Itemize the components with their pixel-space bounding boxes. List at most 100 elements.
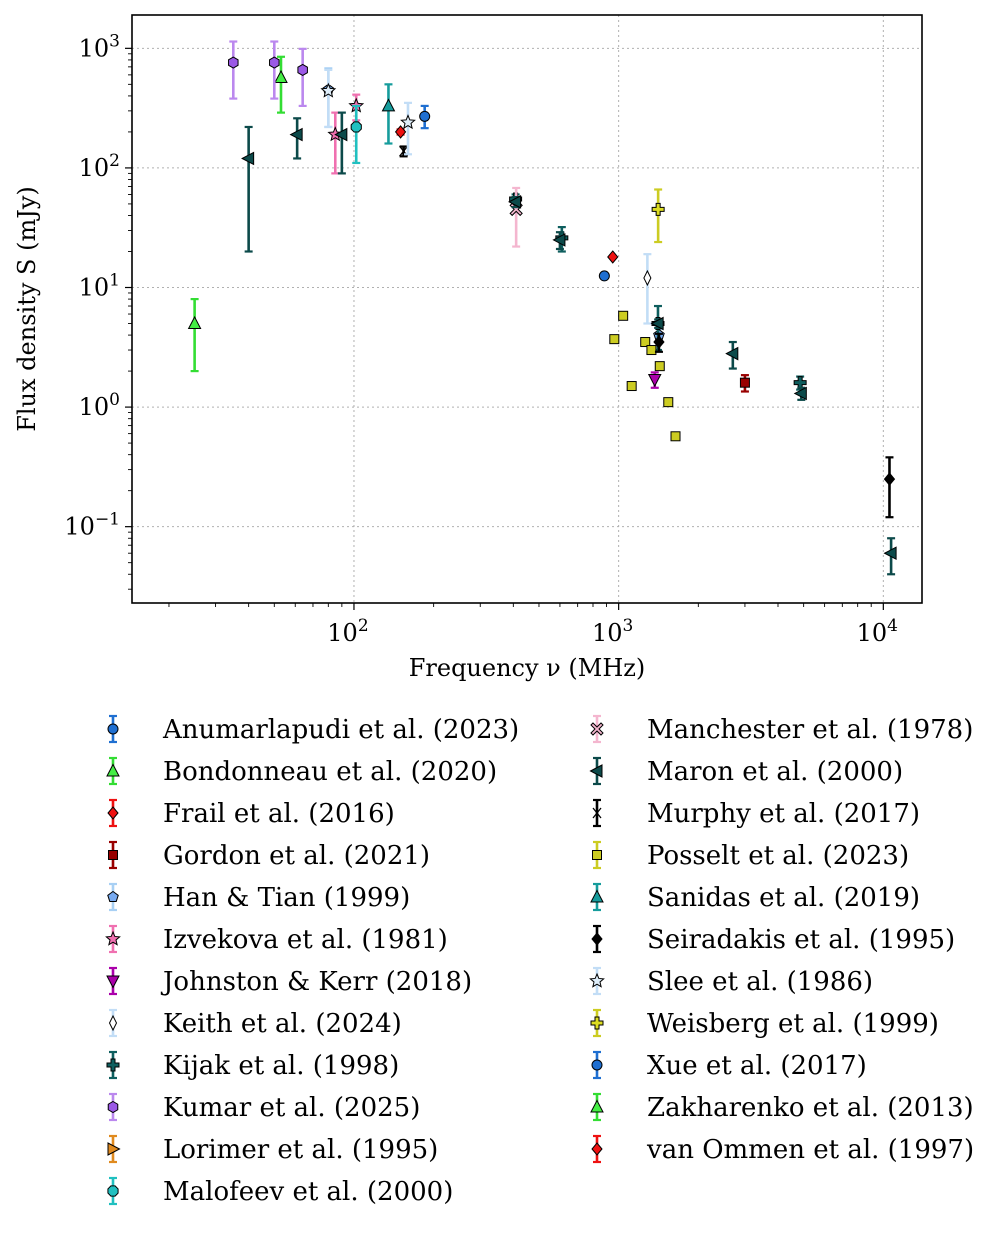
series-4 xyxy=(323,68,664,342)
legend-item: Malofeev et al. (2000) xyxy=(108,1177,453,1207)
y-tick-label: 100 xyxy=(79,390,120,421)
series-0 xyxy=(420,106,430,128)
legend-marker xyxy=(592,1060,602,1070)
marker-shape xyxy=(351,122,361,132)
series-9 xyxy=(229,42,308,106)
series-6 xyxy=(649,372,661,387)
data-point xyxy=(740,378,749,387)
plot-area xyxy=(189,42,896,575)
legend-label: Zakharenko et al. (2013) xyxy=(647,1093,974,1123)
marker-shape xyxy=(382,99,394,111)
legend-item: Manchester et al. (1978) xyxy=(591,715,973,745)
plot-frame xyxy=(132,15,922,603)
marker-shape xyxy=(644,271,651,285)
legend-item: Xue et al. (2017) xyxy=(592,1051,867,1081)
legend-label: Izvekova et al. (1981) xyxy=(163,925,448,955)
legend: Anumarlapudi et al. (2023) Bondonneau et … xyxy=(106,715,974,1207)
data-point xyxy=(270,57,280,68)
marker-shape xyxy=(107,765,119,777)
legend-label: Sanidas et al. (2019) xyxy=(647,883,920,913)
marker-shape xyxy=(108,1186,118,1196)
data-point xyxy=(644,271,651,285)
x-axis-label: Frequency ν (MHz) xyxy=(409,654,646,682)
legend-item: Weisberg et al. (1999) xyxy=(591,1009,939,1039)
data-point xyxy=(671,432,680,441)
marker-shape xyxy=(671,432,680,441)
marker-shape xyxy=(740,378,749,387)
marker-shape xyxy=(189,317,201,329)
marker-shape xyxy=(298,64,308,75)
legend-item: Izvekova et al. (1981) xyxy=(106,925,447,955)
marker-shape xyxy=(108,807,118,819)
legend-label: van Ommen et al. (1997) xyxy=(646,1135,974,1165)
legend-label: Xue et al. (2017) xyxy=(647,1051,867,1081)
legend-marker xyxy=(591,1101,603,1113)
legend-marker xyxy=(107,1059,119,1071)
marker-shape xyxy=(420,111,430,121)
legend-item: Murphy et al. (2017) xyxy=(593,799,920,829)
legend-item: Keith et al. (2024) xyxy=(109,1009,402,1039)
y-tick-label: 103 xyxy=(79,31,120,62)
marker-shape xyxy=(608,251,618,263)
legend-marker xyxy=(591,891,603,903)
legend-item: Maron et al. (2000) xyxy=(591,757,904,787)
data-point xyxy=(351,122,361,132)
series-1 xyxy=(189,57,287,371)
x-tick-label: 102 xyxy=(327,616,368,647)
legend-item: Kumar et al. (2025) xyxy=(108,1093,420,1123)
legend-marker xyxy=(110,1016,117,1030)
marker-shape xyxy=(593,851,602,860)
data-point xyxy=(619,311,628,320)
marker-shape xyxy=(610,335,619,344)
legend-label: Han & Tian (1999) xyxy=(163,883,410,913)
series-3 xyxy=(740,375,749,391)
marker-shape xyxy=(110,1016,117,1030)
marker-shape xyxy=(592,933,602,945)
series-7 xyxy=(643,254,651,323)
legend-item: Frail et al. (2016) xyxy=(108,799,395,829)
marker-shape xyxy=(591,891,603,903)
x-tick-label: 103 xyxy=(592,616,633,647)
marker-shape xyxy=(592,1143,602,1155)
marker-shape xyxy=(108,724,118,734)
marker-shape xyxy=(591,1017,603,1029)
legend-item: Slee et al. (1986) xyxy=(590,967,873,997)
marker-shape xyxy=(652,203,664,215)
series-16 xyxy=(382,84,394,143)
legend-item: Kijak et al. (1998) xyxy=(107,1051,399,1081)
series-15 xyxy=(610,311,680,440)
data-point xyxy=(189,317,201,329)
legend-label: Frail et al. (2016) xyxy=(163,799,395,829)
y-tick-label: 10−1 xyxy=(64,510,120,541)
legend-label: Anumarlapudi et al. (2023) xyxy=(162,715,519,745)
marker-shape xyxy=(107,976,119,988)
y-tick-label: 102 xyxy=(79,151,120,182)
data-point xyxy=(275,71,287,83)
legend-marker xyxy=(108,1102,118,1113)
series-17 xyxy=(654,334,895,517)
series-19 xyxy=(652,189,664,242)
legend-label: Manchester et al. (1978) xyxy=(647,715,973,745)
data-point xyxy=(229,57,239,68)
legend-marker xyxy=(108,892,118,902)
legend-item: van Ommen et al. (1997) xyxy=(592,1135,974,1165)
marker-shape xyxy=(107,1059,119,1071)
legend-marker xyxy=(108,724,118,734)
legend-label: Kumar et al. (2025) xyxy=(163,1093,420,1123)
marker-shape xyxy=(664,398,673,407)
legend-label: Slee et al. (1986) xyxy=(647,967,873,997)
legend-item: Bondonneau et al. (2020) xyxy=(107,757,497,787)
chart: 102 103 10410−1100101102103 Frequency ν (M… xyxy=(0,0,996,1234)
legend-marker xyxy=(107,976,119,988)
marker-shape xyxy=(649,375,661,387)
legend-label: Maron et al. (2000) xyxy=(647,757,903,787)
series-20 xyxy=(599,271,609,281)
legend-marker xyxy=(107,765,119,777)
legend-label: Gordon et al. (2021) xyxy=(163,841,430,871)
marker-shape xyxy=(647,346,656,355)
grid-lines xyxy=(132,15,922,603)
legend-item: Seiradakis et al. (1995) xyxy=(592,925,955,955)
data-point xyxy=(652,203,664,215)
marker-shape xyxy=(655,362,664,371)
legend-label: Lorimer et al. (1995) xyxy=(163,1135,438,1165)
